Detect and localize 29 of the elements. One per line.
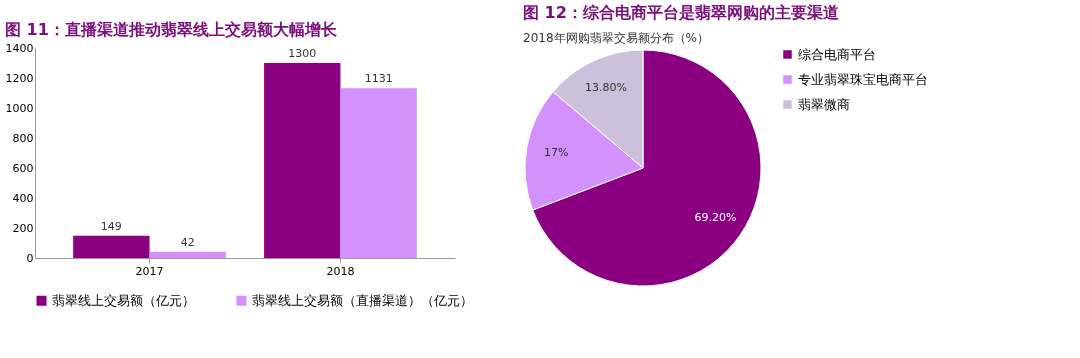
y-tick-label: 400: [12, 191, 34, 205]
y-tick-label: 0: [26, 251, 34, 265]
y-tick-label: 800: [12, 131, 34, 145]
data-label: 17%: [544, 146, 569, 160]
data-label: 1131: [364, 72, 393, 86]
bar: [264, 63, 341, 258]
data-label: 13.80%: [585, 81, 628, 95]
legend-label: 翡翠微商: [798, 96, 850, 112]
legend-label: 专业翡翠珠宝电商平台: [798, 71, 928, 87]
bar: [149, 251, 226, 258]
bar: [340, 88, 417, 258]
x-tick-label: 2017: [135, 264, 164, 278]
bar: [73, 235, 150, 258]
y-tick-label: 200: [12, 221, 34, 235]
x-tick-label: 2018: [326, 264, 355, 278]
chart-subtitle: 2018年网购翡翠交易额分布（%）: [523, 31, 709, 45]
y-tick-label: 1200: [5, 71, 34, 85]
data-label: 42: [180, 235, 195, 249]
legend-label: 综合电商平台: [798, 46, 876, 62]
data-label: 149: [100, 219, 122, 233]
legend-label: 翡翠线上交易额（亿元）: [52, 292, 195, 308]
chart-title: 图 11：直播渠道推动翡翠线上交易额大幅增长: [5, 20, 338, 39]
y-tick-label: 1000: [5, 101, 34, 115]
y-tick-label: 600: [12, 161, 34, 175]
chart-title: 图 12：综合电商平台是翡翠网购的主要渠道: [523, 3, 840, 22]
data-label: 69.20%: [694, 210, 737, 224]
y-tick-label: 1400: [5, 41, 34, 55]
legend-label: 翡翠线上交易额（直播渠道）（亿元）: [252, 292, 473, 308]
data-label: 1300: [288, 47, 317, 60]
